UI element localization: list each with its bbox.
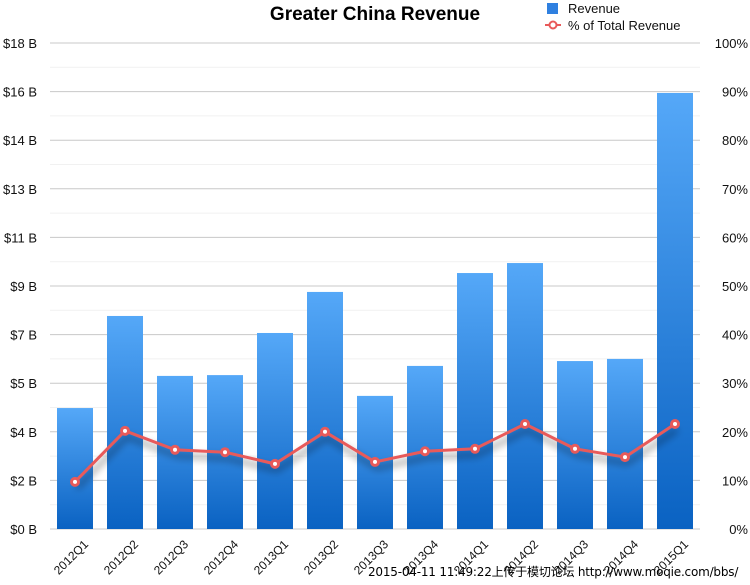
y-right-tick-label: 40% — [722, 328, 748, 343]
percent-point-center — [523, 422, 527, 427]
revenue-bar — [607, 358, 643, 529]
y-left-tick-label: $2 B — [10, 473, 37, 488]
y-right-tick-label: 80% — [722, 133, 748, 148]
percent-point-center — [373, 459, 377, 464]
y-right-tick-label: 0% — [729, 522, 748, 537]
percent-point-center — [623, 455, 627, 460]
y-left-tick-label: $13 B — [3, 182, 37, 197]
revenue-bar — [657, 92, 693, 529]
revenue-bar — [257, 332, 293, 529]
y-right-tick-label: 100% — [715, 36, 749, 51]
y-left-tick-label: $18 B — [3, 36, 37, 51]
x-tick-label: 2012Q2 — [101, 537, 141, 577]
y-right-tick-label: 90% — [722, 85, 748, 100]
revenue-bar — [307, 291, 343, 529]
revenue-bar — [457, 273, 493, 529]
y-axis-left: $0 B $2 B $4 B $5 B $7 B $9 B $11 B $13 B $14 B $… — [3, 36, 37, 537]
legend-revenue-swatch-icon — [547, 3, 558, 14]
percent-point-center — [573, 446, 577, 451]
y-left-tick-label: $4 B — [10, 425, 37, 440]
x-tick-label: 2013Q1 — [251, 537, 291, 577]
y-left-tick-label: $0 B — [10, 522, 37, 537]
y-left-tick-label: $16 B — [3, 85, 37, 100]
percent-point-center — [223, 450, 227, 455]
y-left-tick-label: $5 B — [10, 376, 37, 391]
y-left-tick-label: $9 B — [10, 279, 37, 294]
legend: Revenue % of Total Revenue — [545, 1, 681, 33]
watermark: 2015-04-11 11:49:22上传于模切论坛 http://www.mo… — [368, 565, 739, 579]
percent-point-center — [323, 429, 327, 434]
y-right-tick-label: 60% — [722, 230, 748, 245]
revenue-bar — [507, 263, 543, 529]
chart-title: Greater China Revenue — [270, 4, 480, 25]
x-tick-label: 2013Q2 — [301, 537, 341, 577]
percent-point-center — [673, 422, 677, 427]
percent-point-center — [473, 446, 477, 451]
x-tick-label: 2012Q3 — [151, 537, 191, 577]
y-axis-right: 0% 10% 20% 30% 40% 50% 60% 70% 80% 90% 100% — [715, 36, 749, 537]
percent-line — [70, 419, 680, 487]
legend-percent-label: % of Total Revenue — [568, 18, 681, 33]
y-right-tick-label: 10% — [722, 473, 748, 488]
percent-point-center — [273, 461, 277, 466]
legend-percent-marker-icon — [548, 20, 558, 30]
y-left-tick-label: $7 B — [10, 328, 37, 343]
percent-point-center — [173, 447, 177, 452]
y-right-tick-label: 20% — [722, 425, 748, 440]
y-right-tick-label: 70% — [722, 182, 748, 197]
y-left-tick-label: $11 B — [4, 230, 37, 245]
x-tick-label: 2012Q1 — [51, 537, 91, 577]
percent-point-center — [123, 428, 127, 433]
percent-point-center — [73, 479, 77, 484]
y-right-tick-label: 30% — [722, 376, 748, 391]
revenue-bar — [107, 315, 143, 529]
x-tick-label: 2012Q4 — [201, 537, 241, 577]
percent-point-center — [423, 449, 427, 454]
y-right-tick-label: 50% — [722, 279, 748, 294]
y-left-tick-label: $14 B — [3, 133, 37, 148]
legend-revenue-label: Revenue — [568, 1, 620, 16]
